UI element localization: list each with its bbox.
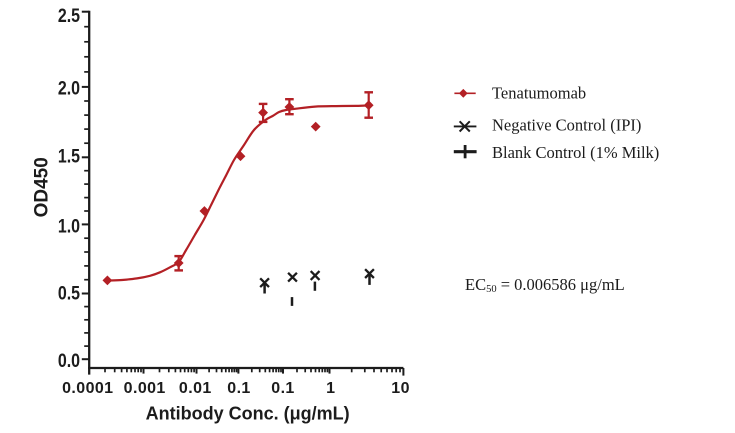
svg-text:0.001: 0.001 bbox=[124, 380, 166, 397]
svg-text:EC50 = 0.006586 μg/mL: EC50 = 0.006586 μg/mL bbox=[465, 275, 625, 295]
svg-text:2.5: 2.5 bbox=[58, 5, 80, 27]
svg-text:0.01: 0.01 bbox=[179, 380, 212, 397]
svg-text:0.5: 0.5 bbox=[58, 282, 80, 304]
svg-text:Blank Control (1% Milk): Blank Control (1% Milk) bbox=[492, 143, 659, 162]
svg-text:0.1: 0.1 bbox=[271, 380, 294, 397]
svg-text:10: 10 bbox=[391, 380, 410, 397]
svg-text:Tenatumomab: Tenatumomab bbox=[492, 84, 586, 103]
svg-text:0.1: 0.1 bbox=[227, 380, 250, 397]
svg-text:0.0001: 0.0001 bbox=[62, 380, 113, 397]
svg-text:1.5: 1.5 bbox=[58, 145, 80, 167]
svg-text:0.0: 0.0 bbox=[58, 350, 80, 372]
svg-text:1: 1 bbox=[326, 380, 335, 397]
svg-text:2.0: 2.0 bbox=[58, 77, 80, 99]
svg-text:OD450: OD450 bbox=[32, 157, 53, 217]
svg-text:Negative Control (IPI): Negative Control (IPI) bbox=[492, 116, 641, 135]
svg-text:1.0: 1.0 bbox=[58, 215, 80, 237]
svg-text:Antibody Conc. (μg/mL): Antibody Conc. (μg/mL) bbox=[146, 404, 350, 424]
